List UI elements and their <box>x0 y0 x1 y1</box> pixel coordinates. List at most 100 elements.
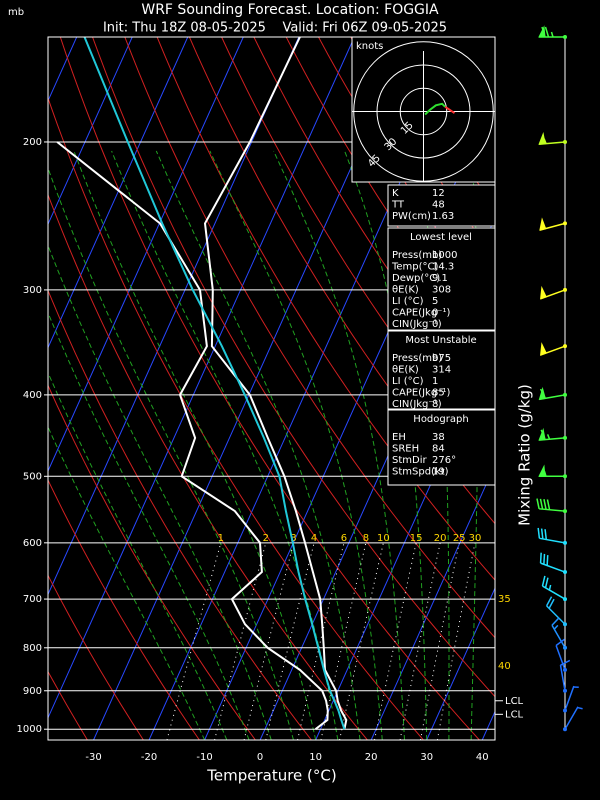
moist-adiabat <box>273 150 405 740</box>
moist-adiabat <box>155 150 361 740</box>
y-tick-label: 600 <box>23 538 42 549</box>
y-axis-label: mb <box>8 7 24 18</box>
y-tick-label: 1000 <box>17 724 42 735</box>
wind-feather <box>539 552 542 564</box>
wind-feather <box>560 659 571 666</box>
moist-adiabat <box>48 244 272 740</box>
mixing-ratio-label: 6 <box>341 533 347 544</box>
wind-half-feather <box>577 706 583 710</box>
mixing-ratio-line <box>214 542 267 740</box>
wind-staff <box>539 508 566 512</box>
mixing-ratio-label: 20 <box>434 533 447 544</box>
mixing-ratio-line <box>399 542 441 740</box>
isotherm <box>426 587 495 740</box>
wind-barb <box>563 706 583 732</box>
wind-feather <box>537 527 541 539</box>
wind-flag <box>539 217 547 231</box>
dry-adiabat <box>156 37 495 581</box>
x-tick-label: -20 <box>141 752 157 763</box>
wind-feather <box>544 577 549 588</box>
mixing-ratio-label: 1 <box>218 533 224 544</box>
wind-feather <box>540 429 546 440</box>
index-label: Press(mb) <box>392 353 442 364</box>
wind-half-feather <box>543 138 547 144</box>
dry-adiabat <box>59 37 480 740</box>
hodograph-curve <box>424 102 446 116</box>
y-tick-label: 900 <box>23 686 42 697</box>
index-value: 314 <box>432 365 451 376</box>
index-box <box>387 184 496 227</box>
index-header: Hodograph <box>413 414 468 425</box>
wind-barb <box>537 527 567 545</box>
wind-barb <box>563 685 579 713</box>
moist-adiabat <box>48 425 206 740</box>
wind-flag <box>538 132 546 145</box>
wind-barb <box>555 638 567 672</box>
side-label: 35 <box>498 594 511 605</box>
index-value: 308 <box>432 285 451 296</box>
dry-adiabat <box>48 193 368 740</box>
index-value: 19 <box>432 467 445 478</box>
wind-feather <box>543 553 546 565</box>
wind-feather <box>543 499 547 510</box>
y-tick-label: 400 <box>23 390 42 401</box>
mixing-ratio-label: 3 <box>290 533 296 544</box>
x-tick-label: -30 <box>85 752 101 763</box>
dry-adiabat <box>48 96 424 740</box>
index-box <box>387 227 496 331</box>
moist-adiabat <box>48 311 250 740</box>
wind-half-feather <box>550 31 554 38</box>
index-value: 8 <box>432 399 438 410</box>
hodograph-ring <box>353 41 494 182</box>
index-label: LI (°C) <box>392 296 424 307</box>
moist-adiabat <box>111 150 339 740</box>
side-label: LCL <box>505 696 524 707</box>
mixing-ratio-line <box>436 542 476 740</box>
index-value: 0 <box>432 319 438 330</box>
index-label: CIN(Jkg⁻¹) <box>392 319 442 330</box>
wind-staff <box>539 537 566 544</box>
index-label: Temp(°C) <box>391 262 439 273</box>
wind-half-feather <box>546 434 551 440</box>
plot-background <box>48 37 600 740</box>
index-label: Press(mb) <box>392 250 442 261</box>
index-value: 1 <box>432 376 438 387</box>
moist-adiabat <box>48 166 294 740</box>
index-box <box>387 330 496 410</box>
x-tick-label: 40 <box>476 752 489 763</box>
y-tick-label: 500 <box>23 471 42 482</box>
dry-adiabat <box>124 37 495 639</box>
mixing-ratio-line <box>243 542 295 740</box>
index-label: StmSpd(kt) <box>392 467 449 478</box>
side-label: 40 <box>498 661 511 672</box>
chart-title: WRF Sounding Forecast. Location: FOGGIA <box>141 2 439 18</box>
dry-adiabat <box>577 37 600 740</box>
index-label: CAPE(Jkg⁻¹) <box>392 388 450 399</box>
wind-feather <box>555 638 565 647</box>
wind-flag <box>540 342 547 356</box>
y-tick-label: 700 <box>23 594 42 605</box>
wind-half-feather <box>548 584 552 591</box>
index-label: SREH <box>392 444 419 455</box>
isotherm <box>48 37 355 720</box>
index-label: EH <box>392 432 406 443</box>
wind-barb <box>538 464 567 479</box>
wind-feather <box>546 555 549 566</box>
index-box <box>387 409 496 486</box>
x-axis-label: Temperature (°C) <box>206 767 336 785</box>
sounding-parcel <box>83 37 346 730</box>
sounding-temperature <box>203 37 348 730</box>
index-value: 38 <box>432 432 445 443</box>
mixing-ratio-label: 25 <box>453 533 466 544</box>
index-value: 14.3 <box>432 262 454 273</box>
isotherm <box>48 37 300 596</box>
wind-barb <box>559 659 571 693</box>
wind-feather <box>541 26 546 38</box>
wind-staff <box>540 562 566 573</box>
isotherm <box>48 37 244 473</box>
wind-feather <box>548 598 555 609</box>
hodograph-ring <box>376 64 471 159</box>
index-value: 84 <box>432 444 445 455</box>
mixing-ratio-label: 10 <box>377 533 390 544</box>
index-label: Dewp(°C) <box>392 273 440 284</box>
